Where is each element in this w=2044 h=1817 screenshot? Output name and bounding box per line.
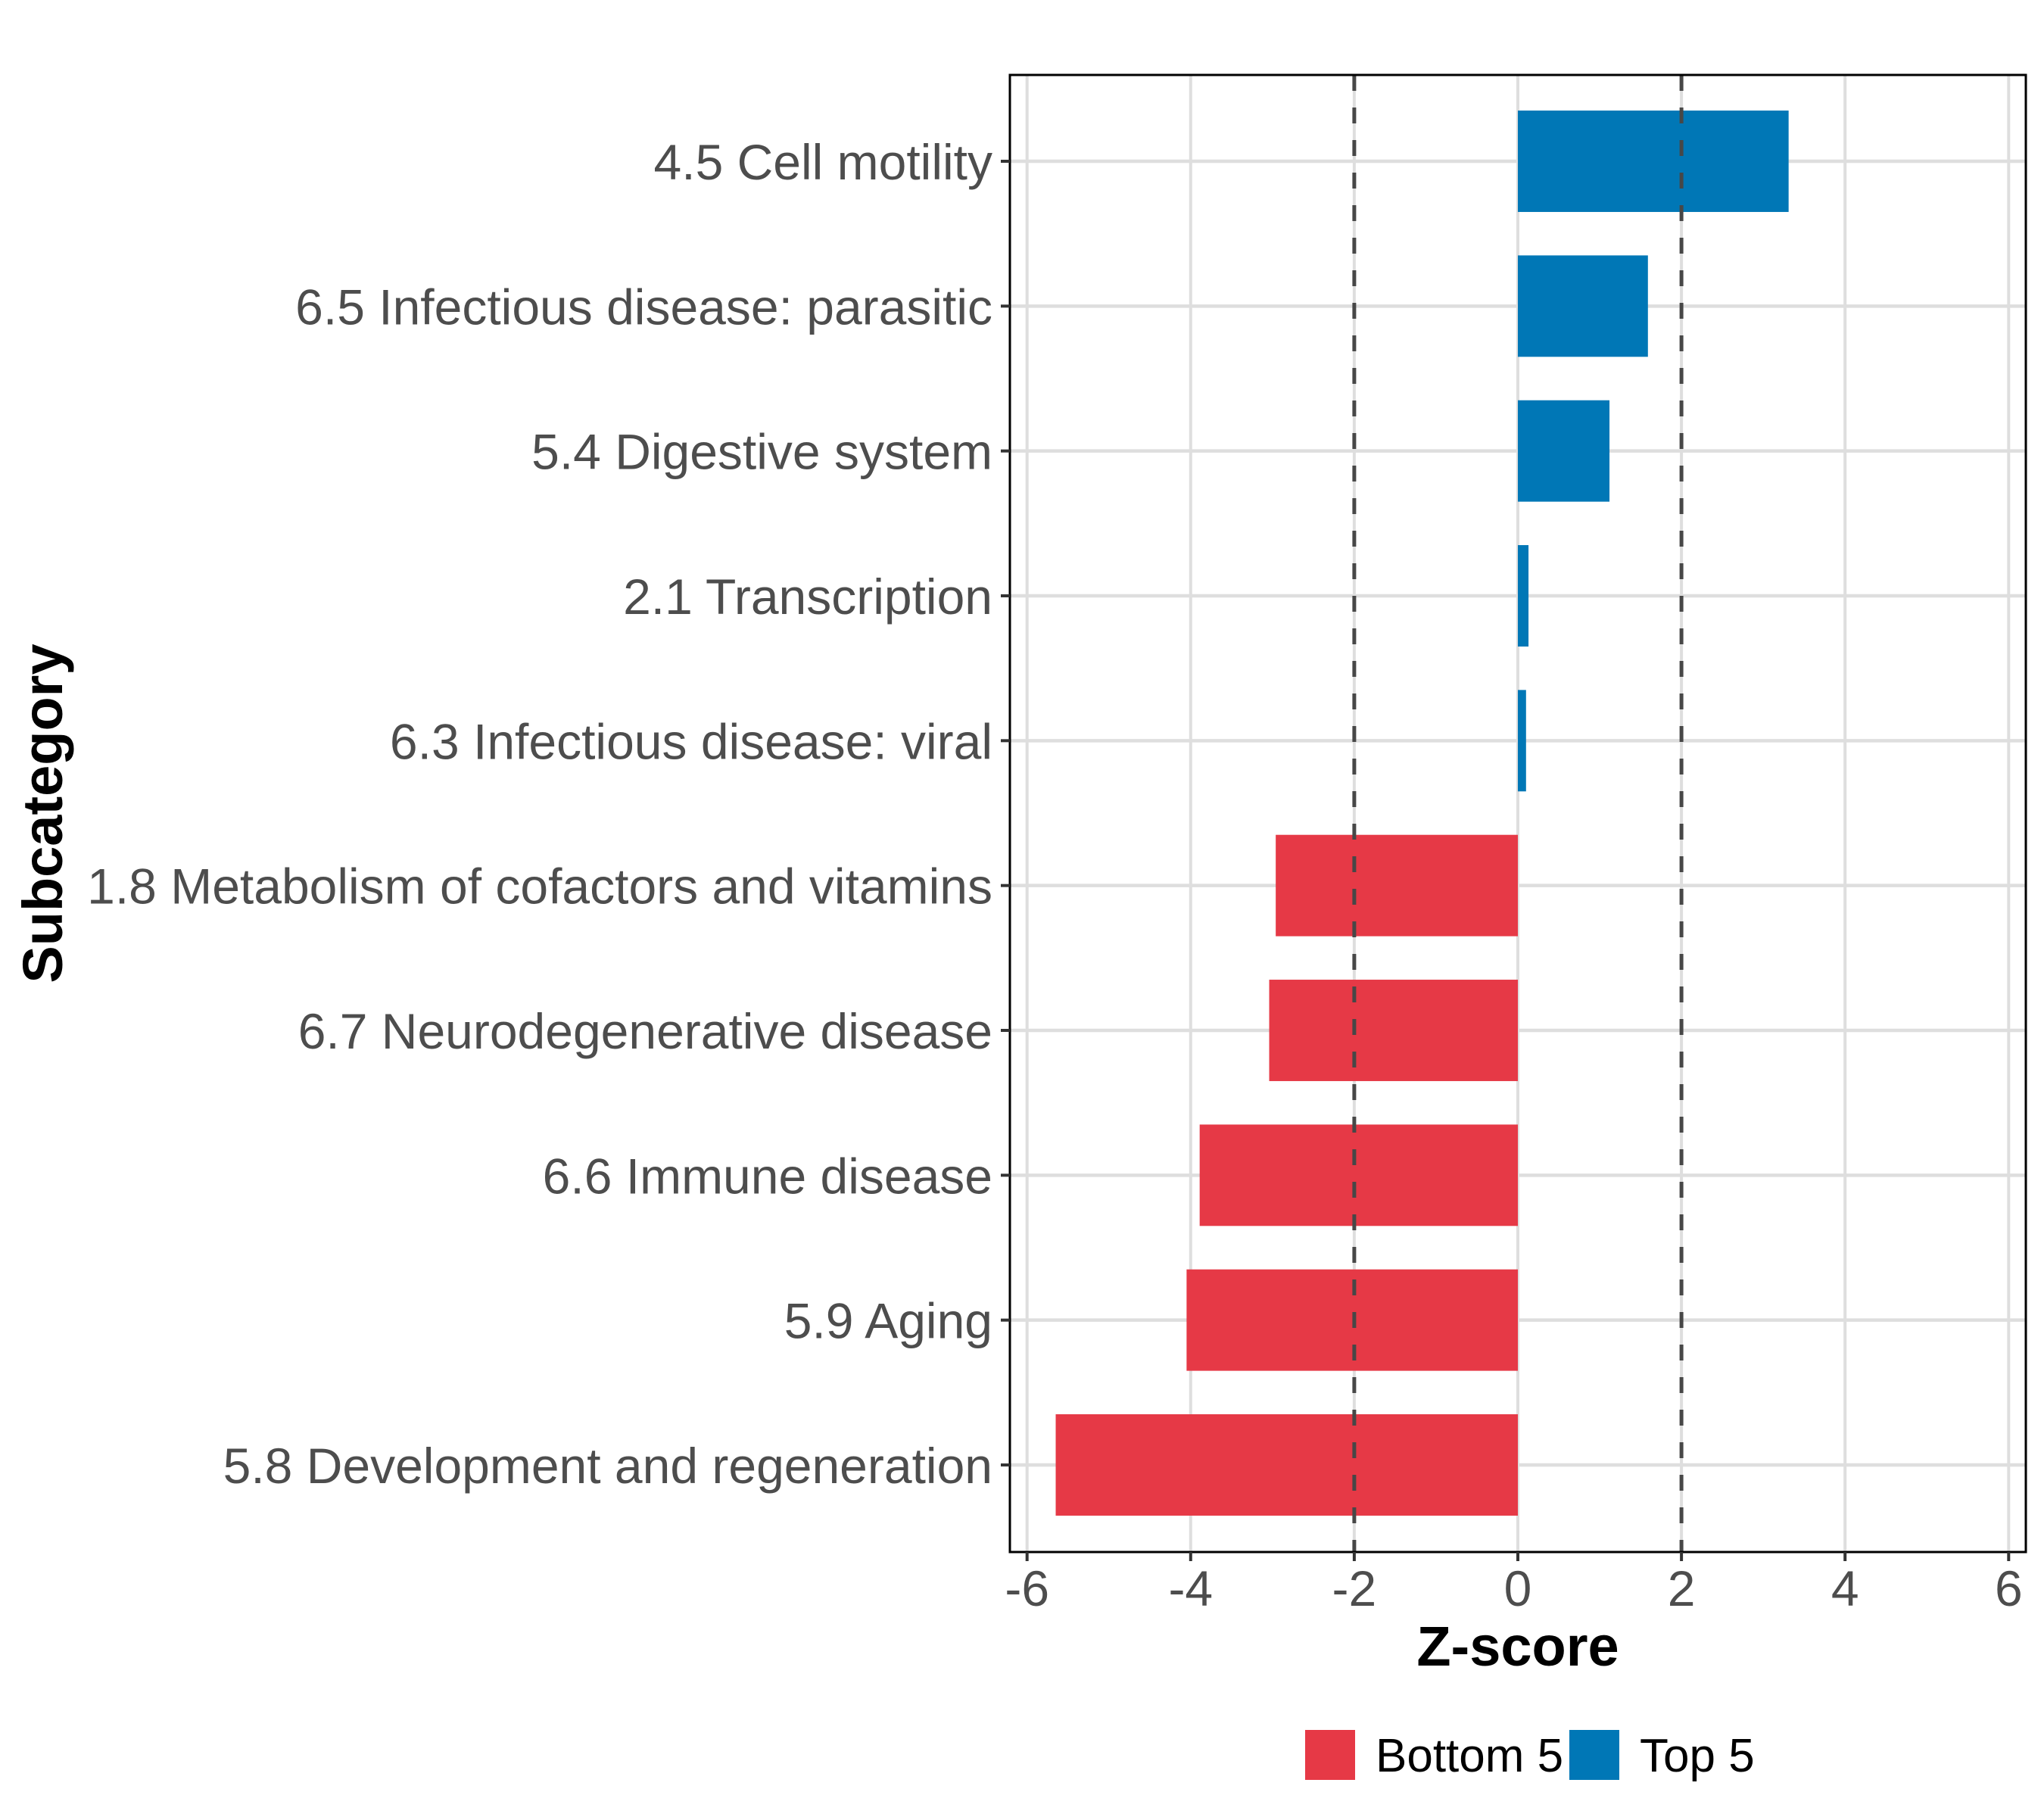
bar-bottom [1269, 980, 1518, 1081]
y-axis-title: Subcategory [11, 644, 74, 983]
x-axis-title: Z-score [1416, 1615, 1619, 1678]
bar-bottom [1055, 1414, 1518, 1516]
y-tick-label: 4.5 Cell motility [654, 134, 992, 190]
legend-label: Bottom 5 [1376, 1730, 1563, 1782]
y-tick-label: 2.1 Transcription [623, 569, 992, 625]
y-tick-label: 5.4 Digestive system [531, 424, 992, 480]
y-tick-label: 6.7 Neurodegenerative disease [298, 1003, 992, 1059]
bar-top [1518, 400, 1610, 502]
legend-key-top-5 [1569, 1730, 1619, 1780]
bar-top [1518, 255, 1648, 357]
y-tick-label: 6.5 Infectious disease: parasitic [295, 279, 992, 335]
x-axis: -6 -4 -2 0 2 4 6 [1005, 1552, 2023, 1616]
x-tick-label: 6 [1995, 1560, 2023, 1616]
bar-bottom [1199, 1124, 1518, 1226]
y-tick-label: 5.9 Aging [784, 1293, 992, 1349]
y-tick-label: 1.8 Metabolism of cofactors and vitamins [87, 859, 992, 915]
y-tick-label: 6.6 Immune disease [543, 1148, 992, 1204]
y-tick-label: 6.3 Infectious disease: viral [390, 713, 992, 769]
y-tick-label: 5.8 Development and regeneration [223, 1438, 992, 1494]
y-axis: 4.5 Cell motility 6.5 Infectious disease:… [87, 134, 1010, 1494]
bar-bottom [1276, 834, 1518, 937]
bar-bottom [1186, 1269, 1518, 1371]
x-tick-label: -4 [1168, 1560, 1213, 1616]
legend-key-bottom-5 [1305, 1730, 1355, 1780]
bar-top [1518, 111, 1789, 212]
x-tick-label: 4 [1831, 1560, 1859, 1616]
x-tick-label: 0 [1504, 1560, 1532, 1616]
x-tick-label: -2 [1332, 1560, 1377, 1616]
x-tick-label: 2 [1668, 1560, 1696, 1616]
bar-top [1518, 690, 1526, 792]
legend: Bottom 5 Top 5 [1305, 1730, 1755, 1782]
legend-label: Top 5 [1640, 1730, 1755, 1782]
x-tick-label: -6 [1005, 1560, 1049, 1616]
bar-top [1518, 545, 1529, 647]
bars [1055, 111, 1789, 1516]
